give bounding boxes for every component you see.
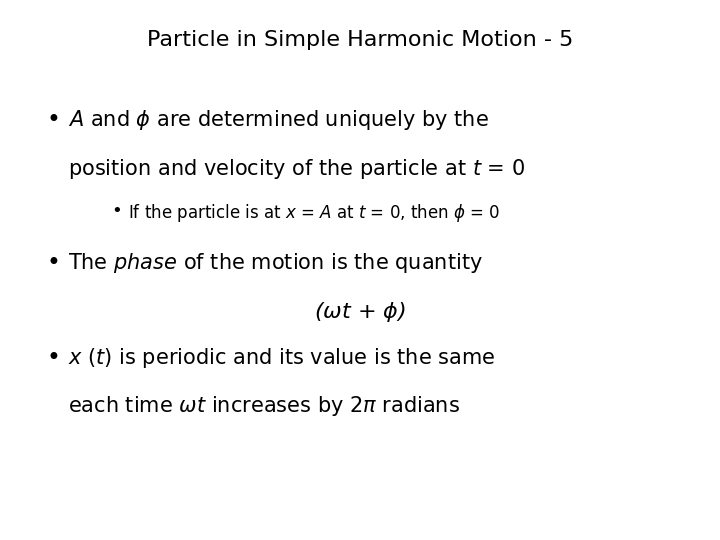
Text: ($\omega t$ + $\phi$): ($\omega t$ + $\phi$) xyxy=(314,300,406,323)
Text: $A$ and $\phi$ are determined uniquely by the: $A$ and $\phi$ are determined uniquely b… xyxy=(68,108,489,132)
Text: Particle in Simple Harmonic Motion - 5: Particle in Simple Harmonic Motion - 5 xyxy=(147,30,573,50)
Text: If the particle is at $x$ = $A$ at $t$ = 0, then $\phi$ = 0: If the particle is at $x$ = $A$ at $t$ =… xyxy=(128,202,500,225)
Text: The $\mathbf{\mathit{phase}}$ of the motion is the quantity: The $\mathbf{\mathit{phase}}$ of the mot… xyxy=(68,251,483,275)
Text: $x$ ($t$) is periodic and its value is the same: $x$ ($t$) is periodic and its value is t… xyxy=(68,346,496,369)
Text: •: • xyxy=(47,108,60,132)
Text: •: • xyxy=(47,346,60,369)
Text: position and velocity of the particle at $t$ = 0: position and velocity of the particle at… xyxy=(68,157,526,180)
Text: each time $\omega t$ increases by 2$\pi$ radians: each time $\omega t$ increases by 2$\pi$… xyxy=(68,394,461,418)
Text: •: • xyxy=(112,202,122,220)
Text: •: • xyxy=(47,251,60,275)
